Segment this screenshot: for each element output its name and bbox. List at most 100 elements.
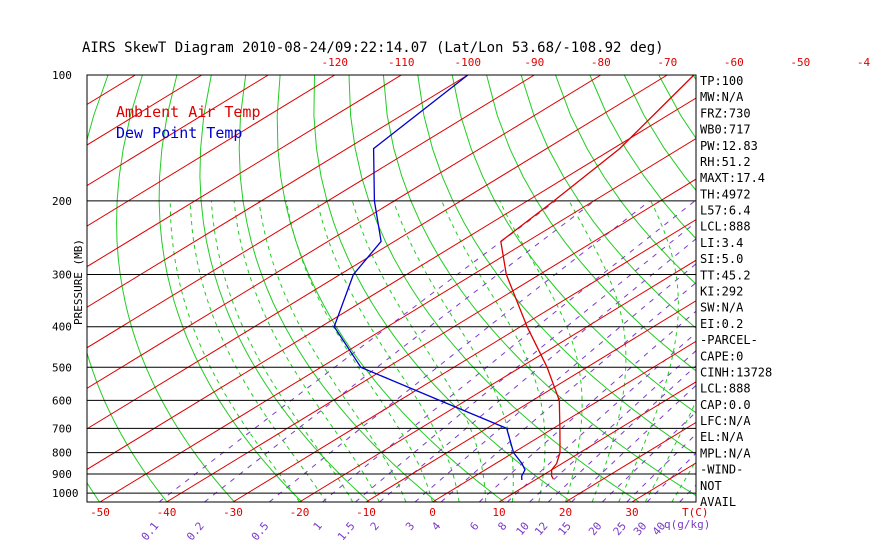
isotherm-line bbox=[765, 75, 870, 502]
stability-index-label: AVAIL bbox=[700, 495, 736, 509]
moist-adiabat-line bbox=[618, 200, 679, 502]
mixing-ratio-label: 25 bbox=[611, 520, 629, 539]
isotherm-line bbox=[232, 219, 696, 502]
stability-index-label: LCL:888 bbox=[700, 382, 751, 396]
mixing-ratio-label: 0.5 bbox=[249, 520, 272, 544]
isotherm-line bbox=[87, 75, 402, 268]
isotherm-line bbox=[99, 137, 696, 502]
isotherm-line bbox=[87, 75, 136, 106]
pressure-tick-label: 1000 bbox=[52, 487, 79, 500]
bottom-temp-tick-label: 0 bbox=[429, 506, 436, 519]
moist-adiabat-line bbox=[189, 200, 327, 502]
stability-index-label: MAXT:17.4 bbox=[700, 171, 765, 185]
mixing-ratio-label: 6 bbox=[467, 520, 481, 533]
grid-lines bbox=[0, 75, 870, 502]
mixing-ratio-line bbox=[646, 452, 696, 502]
bottom-temp-tick-label: -10 bbox=[356, 506, 376, 519]
stability-index-label: TH:4972 bbox=[700, 187, 751, 201]
dry-adiabat-line bbox=[116, 75, 235, 502]
stability-index-label: MPL:N/A bbox=[700, 446, 751, 460]
pressure-tick-label: 200 bbox=[52, 195, 72, 208]
stability-index-label: CAP:0.0 bbox=[700, 398, 751, 412]
isotherm-line bbox=[87, 97, 696, 470]
stability-index-label: -WIND- bbox=[700, 463, 743, 477]
mixing-ratio-label: 0.2 bbox=[184, 520, 207, 544]
mixing-ratio-line bbox=[322, 200, 696, 502]
bottom-temp-tick-label: -30 bbox=[223, 506, 243, 519]
top-temp-tick-label: -120 bbox=[322, 56, 349, 69]
dry-adiabat-line bbox=[796, 75, 870, 502]
dry-adiabat-line bbox=[658, 75, 696, 140]
dry-adiabat-line bbox=[831, 75, 870, 502]
stability-index-label: KI:292 bbox=[700, 285, 743, 299]
mixing-ratio-label: 30 bbox=[631, 520, 649, 539]
dry-adiabat-line bbox=[348, 75, 640, 502]
isotherm-line bbox=[87, 75, 336, 227]
stability-index-label: TP:100 bbox=[700, 74, 743, 88]
moist-adiabat-line bbox=[285, 200, 433, 502]
pressure-tick-label: 800 bbox=[52, 447, 72, 460]
top-temp-tick-label: -60 bbox=[724, 56, 744, 69]
stability-index-label: SW:N/A bbox=[700, 301, 744, 315]
chart-title: AIRS SkewT Diagram 2010-08-24/09:22:14.0… bbox=[82, 40, 664, 56]
moist-adiabat-line bbox=[499, 200, 583, 502]
mixing-ratio-line bbox=[440, 282, 696, 502]
pressure-tick-label: 300 bbox=[52, 269, 72, 282]
moist-adiabat-line bbox=[169, 200, 300, 502]
isotherm-line bbox=[87, 75, 602, 389]
mixing-ratio-line bbox=[414, 263, 696, 502]
isotherm-line bbox=[365, 300, 696, 502]
stability-index-label: SI:5.0 bbox=[700, 252, 743, 266]
mixing-ratio-label: 12 bbox=[532, 520, 550, 539]
isotherm-line bbox=[832, 75, 870, 502]
dry-adiabat-line bbox=[313, 75, 572, 502]
moist-adiabat-line bbox=[644, 400, 696, 502]
dry-adiabat-line bbox=[382, 75, 696, 497]
mixing-ratio-line bbox=[158, 200, 556, 502]
bottom-temp-tick-label: 20 bbox=[559, 506, 572, 519]
top-temp-tick-label: -90 bbox=[524, 56, 544, 69]
legend-ambient-air-temp: Ambient Air Temp bbox=[116, 103, 261, 121]
mixing-ratio-label: 20 bbox=[586, 520, 604, 539]
dry-adiabat-line bbox=[87, 481, 101, 502]
data-series bbox=[333, 75, 695, 481]
isotherm-line bbox=[87, 75, 469, 308]
dry-adiabat-line bbox=[486, 75, 696, 372]
dry-adiabat-line bbox=[158, 75, 303, 502]
mixing-ratio-unit-label: q(g/kg) bbox=[664, 518, 710, 531]
isotherm-line bbox=[0, 75, 2, 502]
bottom-temp-unit-label: T(C) bbox=[682, 506, 709, 519]
moist-adiabat-line bbox=[316, 200, 460, 502]
isotherm-line bbox=[565, 421, 696, 502]
legend-dew-point-temp: Dew Point Temp bbox=[116, 124, 242, 142]
stability-index-label: EI:0.2 bbox=[700, 317, 743, 331]
dry-adiabat-line bbox=[865, 75, 870, 502]
stability-index-label: -PARCEL- bbox=[700, 333, 758, 347]
isotherm-line bbox=[432, 340, 696, 502]
moist-adiabat-line bbox=[210, 200, 354, 502]
bottom-temp-tick-label: -20 bbox=[290, 506, 310, 519]
isotherm-line bbox=[87, 75, 269, 187]
stability-index-label: LCL:888 bbox=[700, 220, 751, 234]
moist-adiabat-line bbox=[392, 200, 514, 502]
isotherm-line bbox=[166, 178, 696, 502]
stability-index-label: RH:51.2 bbox=[700, 155, 751, 169]
dry-adiabat-line bbox=[199, 75, 370, 502]
bottom-temp-tick-label: 10 bbox=[492, 506, 505, 519]
isotherm-line bbox=[299, 259, 696, 502]
top-temp-tick-label: -40 bbox=[857, 56, 870, 69]
dry-adiabat-line bbox=[451, 75, 696, 414]
stability-index-label: CINH:13728 bbox=[700, 365, 772, 379]
stability-index-label: MW:N/A bbox=[700, 90, 744, 104]
stability-index-label: LFC:N/A bbox=[700, 414, 751, 428]
stability-index-label: CAPE:0 bbox=[700, 349, 743, 363]
bottom-temp-tick-label: 30 bbox=[625, 506, 638, 519]
isobar-lines bbox=[87, 200, 696, 494]
top-temp-tick-label: -110 bbox=[388, 56, 415, 69]
top-temp-tick-label: -70 bbox=[657, 56, 677, 69]
mixing-ratio-label: 1 bbox=[311, 520, 325, 533]
mixing-ratio-label: 10 bbox=[513, 520, 531, 539]
pressure-tick-label: 700 bbox=[52, 422, 72, 435]
top-temp-tick-label: -80 bbox=[591, 56, 611, 69]
